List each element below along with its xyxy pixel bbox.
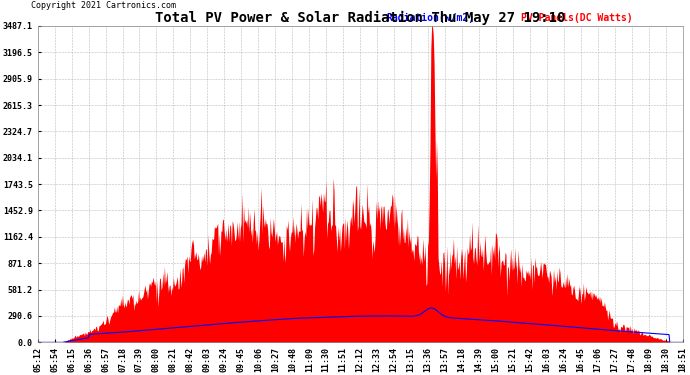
Text: Radiation(w/m2): Radiation(w/m2) bbox=[386, 13, 474, 23]
Text: Copyright 2021 Cartronics.com: Copyright 2021 Cartronics.com bbox=[31, 0, 176, 9]
Text: PV Panels(DC Watts): PV Panels(DC Watts) bbox=[522, 13, 633, 23]
Title: Total PV Power & Solar Radiation Thu May 27 19:10: Total PV Power & Solar Radiation Thu May… bbox=[155, 10, 565, 25]
